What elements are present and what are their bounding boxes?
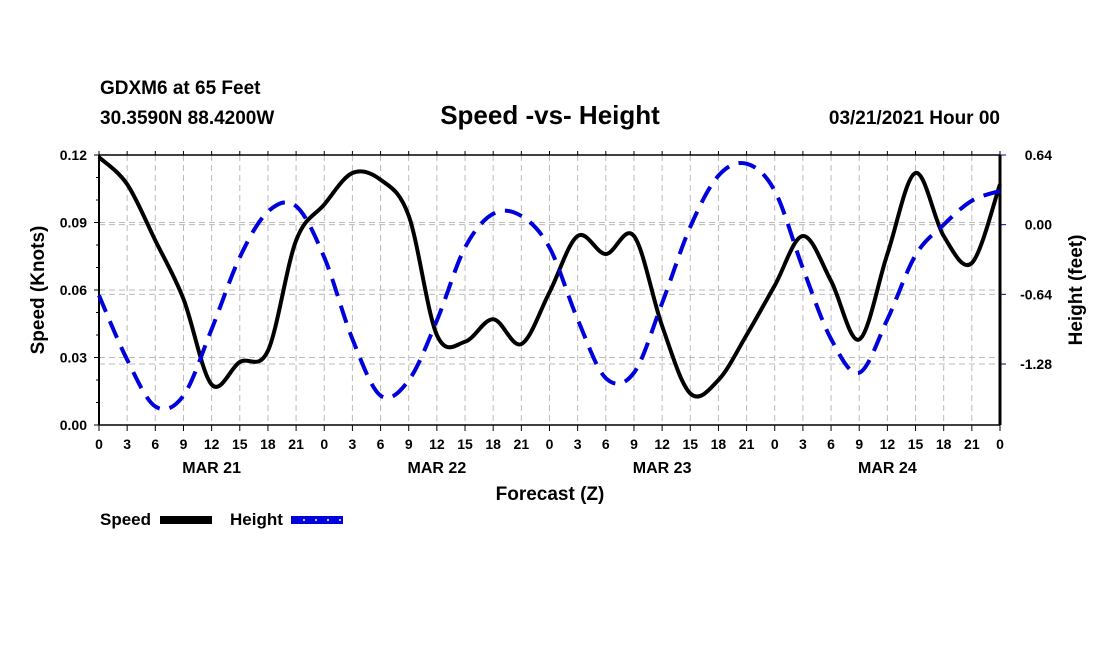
series-line-height [97,161,1001,412]
x-tick-label: 18 [711,436,727,452]
day-label: MAR 22 [408,460,467,477]
x-tick-label: 12 [880,436,896,452]
x-tick-label: 0 [996,436,1004,452]
y-axis-right-title: Height (feet) [1066,235,1087,346]
x-tick-label: 0 [546,436,554,452]
legend-height-label: Height [230,510,283,529]
x-tick-label: 9 [180,436,188,452]
y-right-tick-label: 0.64 [1025,147,1052,163]
x-tick-label: 9 [855,436,863,452]
x-tick-label: 15 [457,436,473,452]
day-label: MAR 24 [858,460,917,477]
legend-speed-label: Speed [100,510,151,529]
x-tick-label: 21 [739,436,755,452]
legend-speed-swatch [160,516,212,524]
y-left-tick-label: 0.09 [60,215,87,231]
y-left-tick-label: 0.03 [60,350,87,366]
x-tick-label: 9 [405,436,413,452]
x-tick-label: 15 [682,436,698,452]
coords-label: 30.3590N 88.4200W [100,108,274,129]
y-right-tick-label: -0.64 [1020,286,1052,302]
x-tick-label: 21 [288,436,304,452]
x-tick-label: 3 [574,436,582,452]
x-axis-title: Forecast (Z) [496,484,605,505]
y-right-tick-label: -1.28 [1020,356,1052,372]
y-left-tick-label: 0.00 [60,417,87,433]
x-tick-label: 15 [232,436,248,452]
x-tick-label: 15 [908,436,924,452]
x-tick-label: 0 [771,436,779,452]
x-tick-label: 18 [485,436,501,452]
station-label: GDXM6 at 65 Feet [100,78,261,99]
x-tick-label: 6 [151,436,159,452]
x-tick-label: 6 [377,436,385,452]
x-tick-label: 21 [964,436,980,452]
series-line-speed [97,155,1002,399]
x-tick-label: 3 [799,436,807,452]
x-tick-label: 12 [429,436,445,452]
x-tick-label: 12 [654,436,670,452]
x-tick-label: 6 [602,436,610,452]
y-right-tick-label: 0.00 [1025,217,1052,233]
chart-title: Speed -vs- Height [440,100,660,130]
x-tick-label: 12 [204,436,220,452]
x-tick-label: 9 [630,436,638,452]
tick-labels: 0 3 6 9 12 15 18 21 0 3 6 9 12 15 18 21 0 3 6 9 12 15 18 21 0 3 6 9… [60,147,1052,477]
axes [94,151,1006,431]
x-tick-label: 0 [320,436,328,452]
run-time-label: 03/21/2021 Hour 00 [829,108,1000,129]
x-tick-label: 3 [123,436,131,452]
y-left-tick-label: 0.06 [60,282,87,298]
legend: Speed Height [100,510,343,529]
x-tick-label: 3 [349,436,357,452]
x-tick-label: 6 [827,436,835,452]
x-tick-label: 18 [260,436,276,452]
day-label: MAR 23 [633,460,692,477]
series-lines [97,155,1002,412]
x-tick-label: 21 [514,436,530,452]
y-axis-left-title: Speed (Knots) [28,226,49,355]
x-tick-label: 18 [936,436,952,452]
y-left-tick-label: 0.12 [60,147,87,163]
x-tick-label: 0 [95,436,103,452]
day-label: MAR 21 [182,460,241,477]
